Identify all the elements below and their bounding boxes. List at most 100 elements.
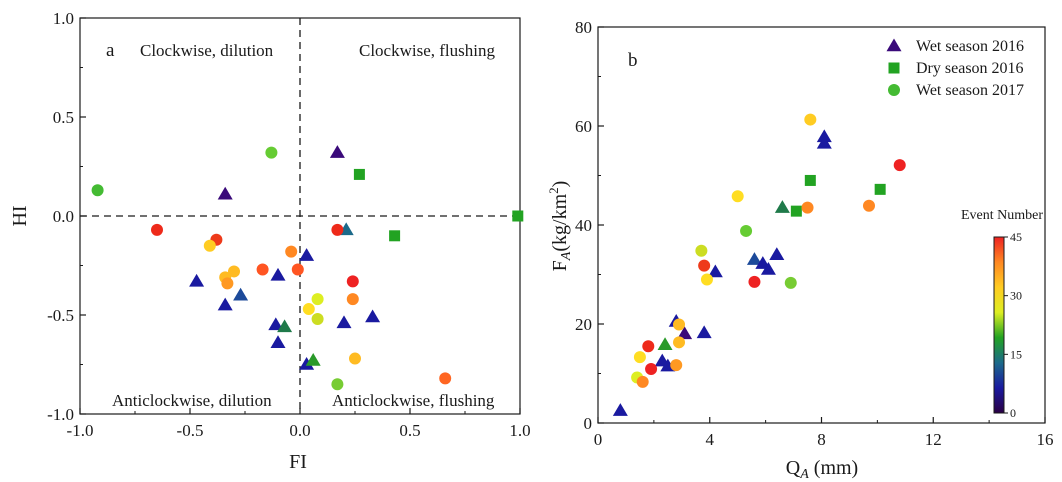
panel-a-x-tick-label: 0.0 [289,421,310,440]
panel-a-circle-point [346,275,359,288]
panel-a-triangle-point [217,186,233,200]
quadrant-label-bottom-left: Anticlockwise, dilution [112,391,272,410]
panel-b-circle-point [893,159,906,172]
panel-a-circle-point [311,312,324,325]
panel-a-y-tick-label: 0.0 [53,207,74,226]
panel-a-triangle-point [329,145,345,158]
colorbar-tick-label: 45 [1010,230,1022,244]
panel-a-circle-point [203,239,216,252]
quadrant-label-bottom-right: Anticlockwise, flushing [332,391,495,410]
panel-b-square-point [874,183,886,195]
panel-a-circle-point [265,146,278,159]
panel-a-square-point [353,168,365,180]
panel-b-triangle-point [696,325,712,339]
panel-b-circle-point [698,259,711,272]
panel-b-circle-point [645,363,658,376]
panel-a-circle-point [331,378,344,391]
panel-b-circle-point [642,340,655,353]
panel-b-circle-point [700,273,713,286]
panel-a-triangle-point [233,287,249,301]
panel-a-y-tick-label: -1.0 [47,405,74,424]
panel-a-y-axis-label: HI [9,205,31,226]
panel-a-circle-point [346,293,359,306]
panel-a-x-axis-label: FI [289,451,307,473]
panel-b-x-tick-label: 8 [817,430,826,449]
panel-a-triangle-point [189,273,205,287]
panel-a-triangle-point [299,357,315,370]
quadrant-label-top-right: Clockwise, flushing [359,41,495,60]
panel-a-circle-point [151,223,163,236]
panel-b-label: b [628,50,638,71]
panel-a-ticks: -1.0 -0.5 0.0 0.5 1.0 -1.0 -0.5 0.0 0.5 1.0 [47,9,531,440]
legend-marker-square [888,62,900,74]
panel-b-triangle-point [612,403,628,416]
panel-b-circle-point [633,351,646,364]
panel-a-circle-point [228,265,240,278]
panel-b-circle-point [740,224,753,237]
legend-label: Wet season 2016 [916,38,1024,55]
panel-b-points [612,113,906,416]
panel-b-triangle-point [657,337,673,351]
quadrant-label-top-left: Clockwise, dilution [140,41,274,60]
panel-a-circle-point [331,223,344,236]
panel-a-triangle-point [299,248,315,261]
panel-b-circle-point [801,201,814,214]
panel-b-x-tick-label: 16 [1037,430,1054,449]
panel-b-circle-point [673,318,686,331]
panel-b-y-axis-label: FA(kg/km2) [546,181,574,272]
colorbar-tick-label: 0 [1010,406,1016,420]
panel-b-triangle-point [816,135,832,149]
panel-a-triangle-point [268,317,284,331]
panel-a-circle-point [256,263,269,276]
panel-b-circle-point [731,190,744,203]
legend-marker-triangle [886,38,902,52]
panel-b: 0 4 8 12 16 0 20 40 60 80 b Wet season 2016 Dry se… [546,18,1054,482]
panel-a-triangle-point [217,297,233,311]
legend: Wet season 2016 Dry season 2016 Wet season… [886,38,1024,99]
panel-b-circle-point [804,113,817,126]
panel-b-triangle-point [774,200,790,213]
panel-b-triangle-point [816,129,832,143]
panel-b-circle-point [862,199,875,212]
panel-a-y-tick-label: 1.0 [53,9,74,28]
panel-a: -1.0 -0.5 0.0 0.5 1.0 -1.0 -0.5 0.0 0.5 1.0 a Clo… [9,9,531,473]
panel-a-circle-point [285,245,298,258]
panel-a-x-tick-label: 0.5 [399,421,420,440]
panel-b-triangle-point [677,326,693,340]
panel-a-square-point [512,210,524,222]
panel-a-x-tick-label: -0.5 [177,421,204,440]
colorbar: Event Number 0 15 30 45 [961,208,1043,420]
panel-b-triangle-point [707,264,723,278]
panel-b-square-point [804,174,816,186]
colorbar-title: Event Number [961,208,1043,223]
legend-label: Wet season 2017 [916,82,1024,99]
panel-b-x-tick-label: 12 [925,430,942,449]
panel-b-circle-point [695,244,708,257]
panel-a-circle-point [91,184,104,197]
panel-b-y-tick-label: 20 [575,315,592,334]
panel-a-y-tick-label: -0.5 [47,306,74,325]
panel-b-triangle-point [746,252,762,265]
colorbar-bar [993,236,1005,414]
panel-b-x-axis-label: QA (mm) [786,457,858,482]
panel-a-triangle-point [270,335,286,348]
panel-a-x-tick-label: 1.0 [509,421,530,440]
panel-b-y-tick-label: 60 [575,117,592,136]
panel-a-circle-point [349,352,361,365]
panel-a-circle-point [221,277,234,290]
panel-a-square-point [389,230,401,242]
panel-b-y-tick-label: 0 [584,414,593,433]
panel-b-circle-point [670,359,683,372]
panel-a-triangle-point [365,309,381,323]
legend-marker-circle [888,84,900,96]
legend-label: Dry season 2016 [916,60,1024,77]
panel-a-reference-lines [80,18,520,414]
panel-b-x-tick-label: 4 [706,430,715,449]
panel-b-circle-point [748,275,761,288]
panel-a-triangle-point [277,319,293,333]
colorbar-tick-label: 15 [1010,347,1022,361]
panel-b-triangle-point [769,247,785,260]
panel-b-square-point [790,205,802,217]
